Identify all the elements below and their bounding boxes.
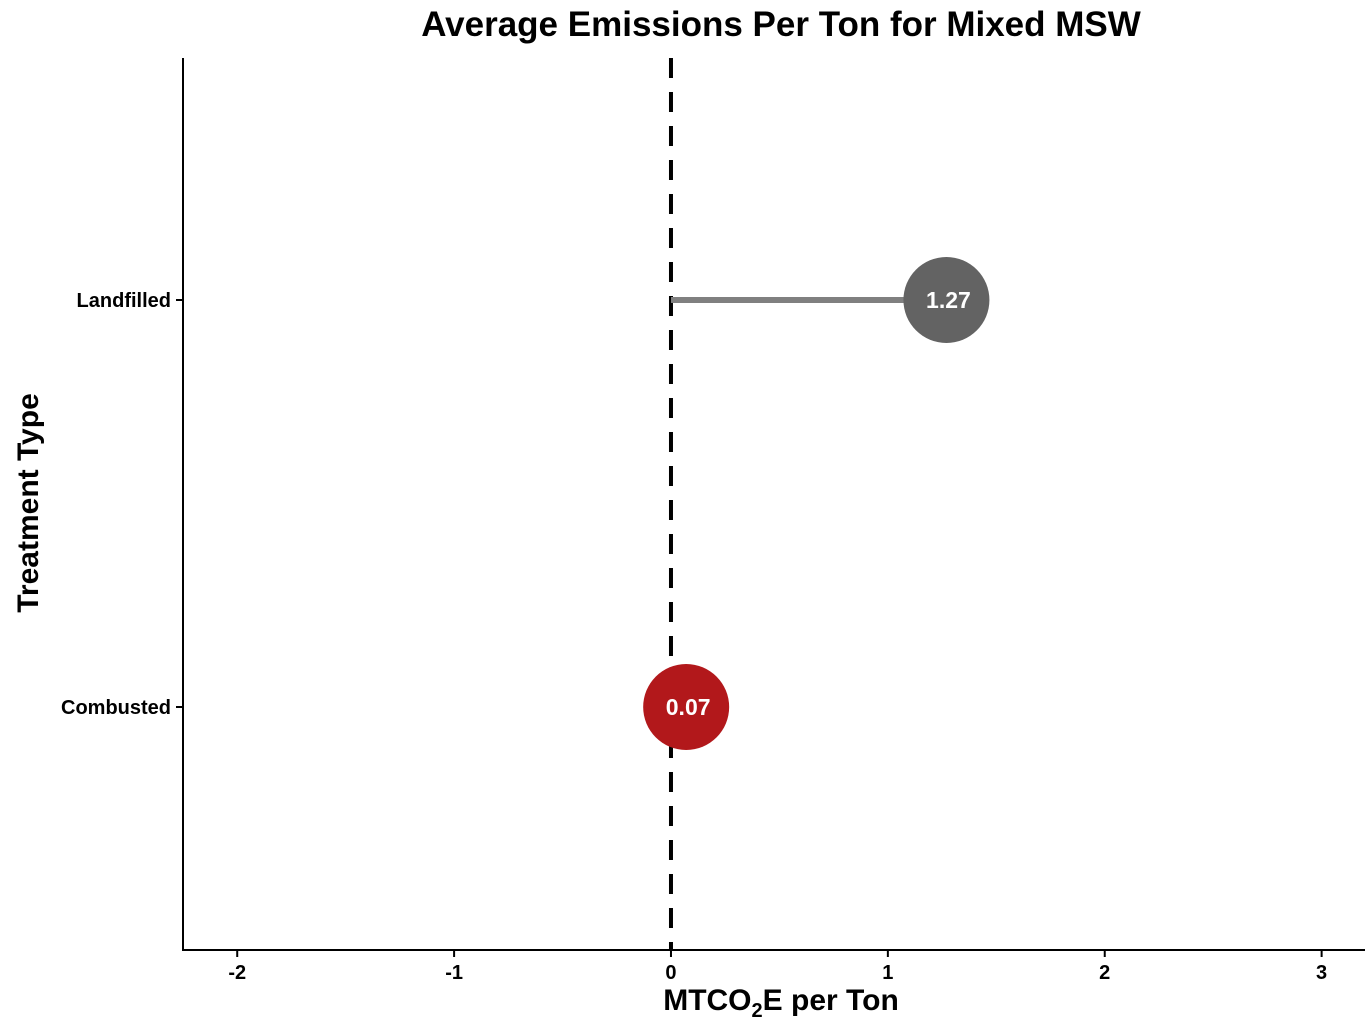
x-axis-title: MTCO2E per Ton — [663, 984, 899, 1019]
y-axis-title: Treatment Type — [12, 393, 45, 613]
x-axis-ticks: -2 -1 0 1 2 3 — [228, 950, 1327, 984]
data-marks: 1.27 0.07 — [643, 257, 990, 750]
x-tick-label: 0 — [665, 962, 676, 984]
y-tick-label: Landfilled — [77, 290, 171, 312]
lollipop-point — [903, 257, 990, 343]
x-axis-title-subscript: 2 — [752, 1000, 763, 1019]
x-tick-label: -1 — [445, 962, 463, 984]
x-tick-label: 3 — [1316, 962, 1327, 984]
x-tick-label: 1 — [882, 962, 893, 984]
data-label: 1.27 — [926, 287, 971, 313]
x-axis-title-suffix: E per Ton — [763, 984, 899, 1017]
y-axis-ticks: Landfilled Combusted — [61, 290, 183, 719]
y-tick-label: Combusted — [61, 697, 171, 719]
chart-title: Average Emissions Per Ton for Mixed MSW — [421, 5, 1141, 44]
lollipop-point — [643, 664, 730, 750]
data-label: 0.07 — [666, 694, 711, 720]
x-tick-label: 2 — [1099, 962, 1110, 984]
x-axis-title-main: MTCO — [663, 984, 751, 1017]
x-tick-label: -2 — [228, 962, 246, 984]
